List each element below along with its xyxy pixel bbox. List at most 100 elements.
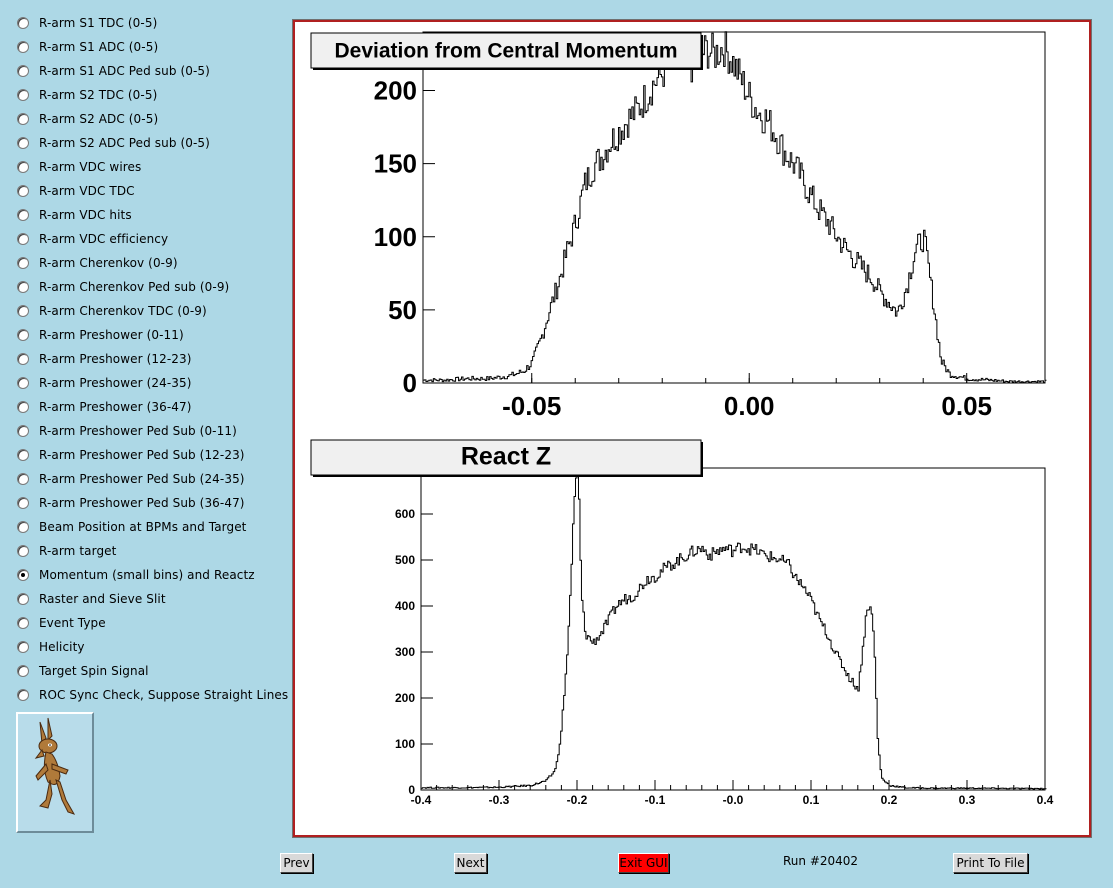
radio-option-label: R-arm Preshower Ped Sub (12-23) xyxy=(39,448,245,462)
radio-option[interactable]: R-arm Preshower Ped Sub (12-23) xyxy=(14,443,289,467)
radio-option-label: Momentum (small bins) and Reactz xyxy=(39,568,255,582)
prev-button[interactable]: Prev xyxy=(280,853,313,873)
radio-option[interactable]: R-arm Cherenkov Ped sub (0-9) xyxy=(14,275,289,299)
x-tick-label: 0.2 xyxy=(881,793,898,807)
radio-option-label: Helicity xyxy=(39,640,85,654)
y-tick-label: 50 xyxy=(388,295,417,325)
radio-option-label: Target Spin Signal xyxy=(39,664,149,678)
radio-button[interactable] xyxy=(17,209,29,221)
radio-button[interactable] xyxy=(17,137,29,149)
radio-option[interactable]: Event Type xyxy=(14,611,289,635)
coyote-icon xyxy=(34,717,76,815)
y-tick-label: 0 xyxy=(403,368,417,398)
radio-option[interactable]: R-arm Preshower (0-11) xyxy=(14,323,289,347)
radio-button[interactable] xyxy=(17,233,29,245)
chart-title: React Z xyxy=(461,443,551,471)
radio-option[interactable]: R-arm S2 ADC (0-5) xyxy=(14,107,289,131)
radio-button[interactable] xyxy=(17,401,29,413)
histogram-series-line xyxy=(423,31,1047,384)
radio-option-label: R-arm S2 TDC (0-5) xyxy=(39,88,158,102)
radio-button[interactable] xyxy=(17,113,29,125)
radio-option[interactable]: ROC Sync Check, Suppose Straight Lines xyxy=(14,683,289,707)
radio-option[interactable]: R-arm Preshower Ped Sub (24-35) xyxy=(14,467,289,491)
radio-option[interactable]: R-arm VDC efficiency xyxy=(14,227,289,251)
radio-option[interactable]: R-arm Preshower (12-23) xyxy=(14,347,289,371)
coyote-mascot-icon xyxy=(16,712,94,833)
radio-button[interactable] xyxy=(17,425,29,437)
y-tick-label: 500 xyxy=(395,553,415,567)
radio-button[interactable] xyxy=(17,689,29,701)
x-tick-label: 0.05 xyxy=(941,391,992,421)
run-number-label: Run #20402 xyxy=(783,854,859,868)
y-tick-label: 300 xyxy=(395,645,415,659)
radio-option[interactable]: R-arm VDC wires xyxy=(14,155,289,179)
radio-button[interactable] xyxy=(17,257,29,269)
radio-option[interactable]: R-arm Preshower (24-35) xyxy=(14,371,289,395)
radio-button[interactable] xyxy=(17,617,29,629)
radio-button[interactable] xyxy=(17,65,29,77)
radio-option[interactable]: R-arm VDC TDC xyxy=(14,179,289,203)
radio-option-label: R-arm Preshower Ped Sub (24-35) xyxy=(39,472,245,486)
radio-button[interactable] xyxy=(17,473,29,485)
radio-option[interactable]: R-arm Cherenkov TDC (0-9) xyxy=(14,299,289,323)
radio-option-label: R-arm Preshower (0-11) xyxy=(39,328,184,342)
y-tick-label: 400 xyxy=(395,599,415,613)
radio-option[interactable]: R-arm VDC hits xyxy=(14,203,289,227)
next-button[interactable]: Next xyxy=(454,853,487,873)
radio-button[interactable] xyxy=(17,185,29,197)
radio-button[interactable] xyxy=(17,641,29,653)
radio-option[interactable]: Raster and Sieve Slit xyxy=(14,587,289,611)
radio-option-label: R-arm Cherenkov Ped sub (0-9) xyxy=(39,280,230,294)
radio-option-label: Raster and Sieve Slit xyxy=(39,592,166,606)
radio-option[interactable]: R-arm Cherenkov (0-9) xyxy=(14,251,289,275)
radio-button[interactable] xyxy=(17,89,29,101)
radio-option[interactable]: R-arm Preshower Ped Sub (36-47) xyxy=(14,491,289,515)
radio-option[interactable]: R-arm Preshower Ped Sub (0-11) xyxy=(14,419,289,443)
x-tick-label: -0.4 xyxy=(411,793,432,807)
radio-option[interactable]: R-arm S2 TDC (0-5) xyxy=(14,83,289,107)
radio-button[interactable] xyxy=(17,161,29,173)
radio-button[interactable] xyxy=(17,305,29,317)
radio-option-label: R-arm VDC efficiency xyxy=(39,232,169,246)
radio-option[interactable]: Momentum (small bins) and Reactz xyxy=(14,563,289,587)
radio-button[interactable] xyxy=(17,17,29,29)
radio-button[interactable] xyxy=(17,665,29,677)
radio-button[interactable] xyxy=(17,281,29,293)
radio-option[interactable]: Beam Position at BPMs and Target xyxy=(14,515,289,539)
y-tick-label: 200 xyxy=(374,76,417,106)
y-tick-label: 150 xyxy=(374,149,417,179)
radio-button[interactable] xyxy=(17,449,29,461)
radio-option-label: R-arm Preshower (24-35) xyxy=(39,376,192,390)
radio-option[interactable]: R-arm S2 ADC Ped sub (0-5) xyxy=(14,131,289,155)
radio-button[interactable] xyxy=(17,521,29,533)
radio-option-label: Beam Position at BPMs and Target xyxy=(39,520,247,534)
radio-option[interactable]: R-arm S1 TDC (0-5) xyxy=(14,11,289,35)
radio-option-label: R-arm S1 TDC (0-5) xyxy=(39,16,158,30)
radio-button[interactable] xyxy=(17,41,29,53)
y-tick-label: 600 xyxy=(395,507,415,521)
radio-option[interactable]: Helicity xyxy=(14,635,289,659)
print-to-file-button[interactable]: Print To File xyxy=(953,853,1028,873)
exit-gui-button[interactable]: Exit GUI xyxy=(618,853,669,873)
histogram-panel-1: -0.4 -0.3 -0.2 -0.1 -0.0 0.1 0.2 0.3 0.4 0 100 200 3… xyxy=(310,439,1054,807)
radio-button[interactable] xyxy=(17,497,29,509)
y-tick-label: 0 xyxy=(408,783,415,797)
radio-option-label: R-arm target xyxy=(39,544,117,558)
radio-option-label: Event Type xyxy=(39,616,106,630)
radio-button-selected[interactable] xyxy=(17,569,29,581)
radio-button[interactable] xyxy=(17,329,29,341)
radio-option[interactable]: Target Spin Signal xyxy=(14,659,289,683)
radio-button[interactable] xyxy=(17,377,29,389)
plots-svg: -0.05 0.00 0.05 0 50 100 150 200 Deviation from … xyxy=(310,31,1054,807)
plot-frame xyxy=(420,467,1046,791)
histogram-panel-0: -0.05 0.00 0.05 0 50 100 150 200 Deviation from … xyxy=(310,31,1047,421)
radio-option[interactable]: R-arm target xyxy=(14,539,289,563)
radio-option[interactable]: R-arm Preshower (36-47) xyxy=(14,395,289,419)
radio-button[interactable] xyxy=(17,593,29,605)
radio-option[interactable]: R-arm S1 ADC Ped sub (0-5) xyxy=(14,59,289,83)
x-tick-label: 0.4 xyxy=(1037,793,1054,807)
radio-button[interactable] xyxy=(17,545,29,557)
x-tick-label: 0.3 xyxy=(959,793,976,807)
radio-option[interactable]: R-arm S1 ADC (0-5) xyxy=(14,35,289,59)
radio-button[interactable] xyxy=(17,353,29,365)
